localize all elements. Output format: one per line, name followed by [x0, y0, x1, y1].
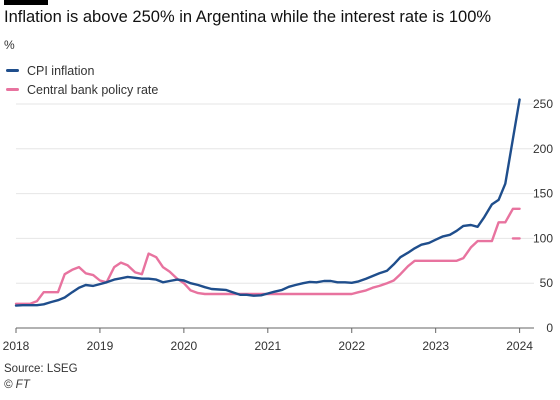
x-tick-label-2019: 2019 [87, 339, 114, 353]
legend: CPI inflation Central bank policy rate [6, 61, 158, 99]
unit-label: % [4, 38, 15, 52]
x-tick-label-2020: 2020 [171, 339, 198, 353]
y-tick-label-0: 0 [546, 321, 553, 335]
series-line-policy [14, 207, 521, 305]
y-tick-label-200: 200 [533, 142, 553, 156]
legend-label-policy: Central bank policy rate [27, 82, 159, 97]
legend-swatch-policy [6, 88, 19, 91]
source-note: Source: LSEG [4, 363, 78, 375]
chart-title: Inflation is above 250% in Argentina whi… [4, 8, 492, 26]
credit-note: © FT [4, 379, 30, 391]
y-tick-label-250: 250 [533, 97, 553, 111]
legend-item-policy: Central bank policy rate [6, 80, 158, 99]
y-tick-label-100: 100 [533, 231, 553, 245]
x-tick-label-2021: 2021 [254, 339, 281, 353]
x-tick-label-2024: 2024 [506, 339, 533, 353]
brand-bar [4, 0, 48, 5]
x-tick-label-2018: 2018 [3, 339, 30, 353]
series-line-cpi [14, 98, 521, 307]
y-tick-label-50: 50 [540, 276, 554, 290]
legend-label-cpi: CPI inflation [27, 63, 95, 78]
x-tick-label-2022: 2022 [338, 339, 365, 353]
legend-item-cpi: CPI inflation [6, 61, 158, 80]
legend-swatch-cpi [6, 69, 19, 72]
y-tick-label-150: 150 [533, 187, 553, 201]
x-tick-label-2023: 2023 [422, 339, 449, 353]
